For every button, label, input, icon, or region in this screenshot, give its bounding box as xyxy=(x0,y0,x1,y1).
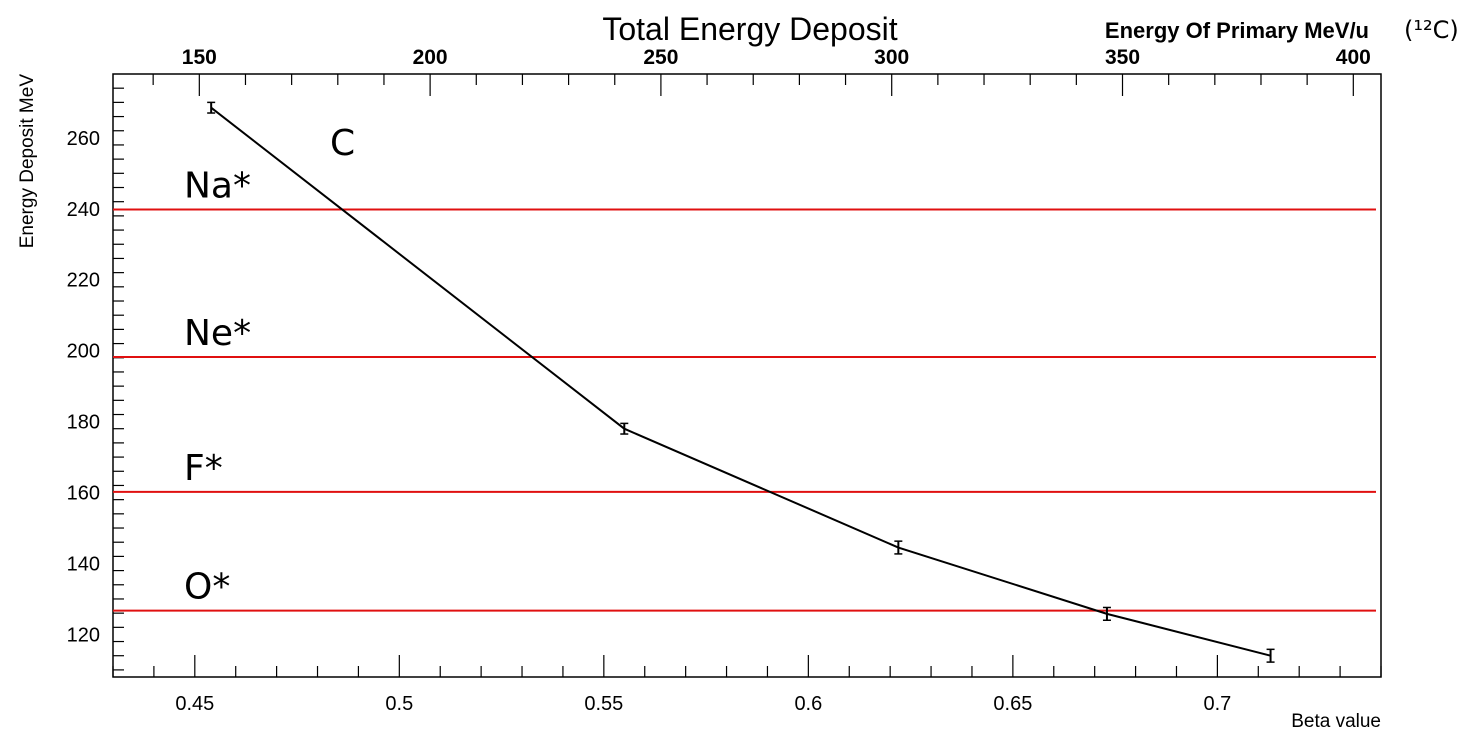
top-tick-label: 350 xyxy=(1105,46,1140,69)
series-label: C xyxy=(330,123,355,164)
top-tick-label: 400 xyxy=(1336,46,1371,69)
y-tick-label: 140 xyxy=(67,553,100,575)
top-tick-label: 200 xyxy=(413,46,448,69)
top-axis-label: Energy Of Primary MeV/u xyxy=(1105,18,1369,43)
x-tick-label: 0.5 xyxy=(385,693,413,715)
x-axis-label: Beta value xyxy=(1291,711,1381,732)
y-tick-label: 220 xyxy=(67,270,100,292)
top-tick-label: 250 xyxy=(643,46,678,69)
y-tick-label: 180 xyxy=(67,412,100,434)
top-tick-label: 300 xyxy=(874,46,909,69)
top-tick-label: 150 xyxy=(182,46,217,69)
y-axis-label: Energy Deposit MeV xyxy=(17,74,38,249)
top-axis-ticks: 150 200 250 300 350 400 xyxy=(152,46,1371,96)
x-axis-ticks: 0.45 0.5 0.55 0.6 0.65 0.7 xyxy=(112,655,1382,715)
threshold-label: O* xyxy=(184,567,230,608)
series-line xyxy=(210,106,1271,657)
chart-title: Total Energy Deposit xyxy=(602,11,897,47)
x-tick-label: 0.6 xyxy=(794,693,822,715)
threshold-label: Na* xyxy=(184,165,251,206)
y-tick-label: 160 xyxy=(67,483,100,505)
data-series: C xyxy=(207,101,1275,663)
y-tick-label: 200 xyxy=(67,341,100,363)
x-tick-label: 0.55 xyxy=(584,693,623,715)
plot-frame xyxy=(112,73,1382,678)
x-tick-label: 0.7 xyxy=(1203,693,1231,715)
threshold-label: F* xyxy=(184,448,223,489)
x-tick-label: 0.45 xyxy=(175,693,214,715)
x-tick-label: 0.65 xyxy=(993,693,1032,715)
y-tick-label: 120 xyxy=(67,624,100,646)
y-tick-label: 240 xyxy=(67,199,100,221)
threshold-lines: Na* Ne* F* O* xyxy=(113,165,1376,612)
y-tick-label: 260 xyxy=(67,128,100,150)
threshold-label: Ne* xyxy=(184,313,251,354)
top-axis-label-suffix: (¹²C) xyxy=(1404,16,1459,44)
y-axis-ticks: 120 140 160 180 200 220 240 260 xyxy=(67,87,124,671)
